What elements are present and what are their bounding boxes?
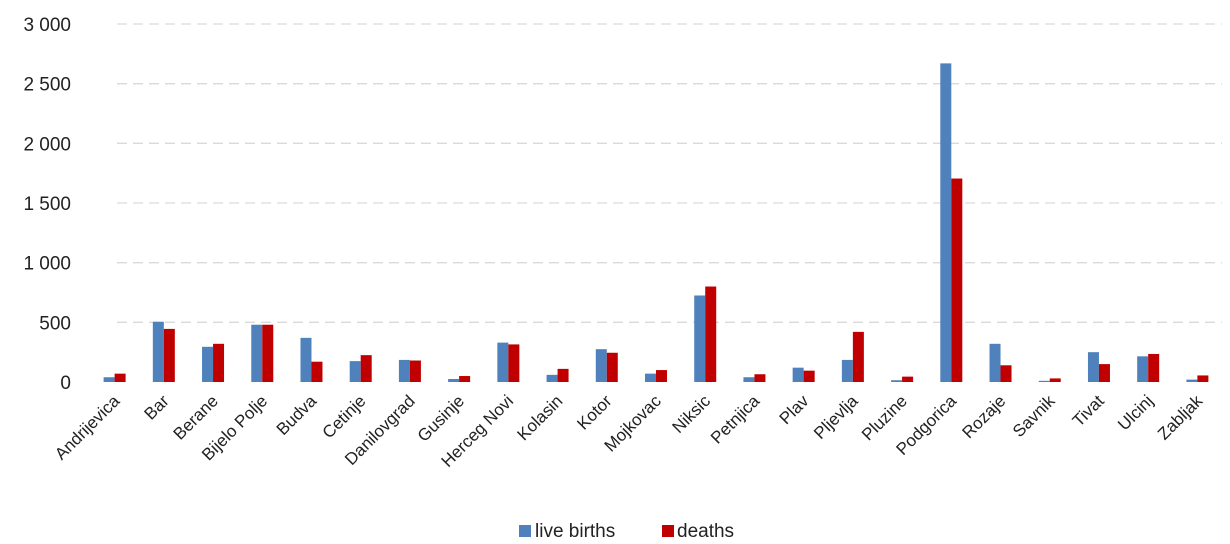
bar-live-births-herceg-novi [497, 342, 509, 382]
bar-deaths-zabljak [1197, 375, 1209, 382]
bar-live-births-kolasin [546, 374, 558, 382]
x-category-label: Bar [141, 391, 173, 423]
bar-live-births-rozaje [989, 343, 1001, 382]
y-tick-label: 1 500 [23, 194, 71, 215]
bar-deaths-bijelo-polje [262, 324, 274, 382]
legend-label-deaths: deaths [677, 521, 734, 542]
y-tick-label: 2 500 [23, 75, 71, 96]
legend: live births deaths [519, 521, 734, 542]
bar-deaths-danilovgrad [409, 360, 421, 382]
y-tick-label: 0 [60, 373, 71, 394]
legend-swatch-deaths [662, 525, 674, 537]
bar-deaths-plav [803, 370, 815, 382]
bar-deaths-gusinje [459, 376, 471, 382]
bar-live-births-bijelo-polje [251, 324, 263, 382]
bar-deaths-berane [213, 343, 225, 382]
x-category-label: Ulcinj [1114, 391, 1157, 434]
x-category-label: Rozaje [958, 391, 1009, 442]
x-category-label: Zabljak [1154, 391, 1207, 444]
x-category-label: Kotor [573, 391, 615, 433]
bar-live-births-bar [152, 321, 164, 382]
x-category-label: Savnik [1009, 391, 1059, 441]
bar-live-births-budva [300, 337, 312, 382]
x-category-label: Tivat [1069, 391, 1108, 430]
x-category-label: Andrijevica [51, 391, 124, 464]
bar-deaths-niksic [705, 286, 717, 382]
bar-deaths-budva [311, 361, 323, 382]
bar-live-births-berane [202, 346, 214, 382]
y-tick-label: 2 000 [23, 134, 71, 155]
bar-deaths-bar [163, 328, 175, 382]
bar-live-births-mojkovac [645, 373, 656, 382]
bar-deaths-herceg-novi [508, 344, 520, 382]
x-category-label: Budva [273, 391, 321, 439]
bar-live-births-podgorica [940, 63, 952, 382]
bar-live-births-savnik [1038, 380, 1050, 382]
bar-deaths-pljevlja [852, 331, 864, 382]
bar-deaths-pluzine [902, 376, 914, 382]
bar-deaths-savnik [1049, 378, 1061, 382]
bar-deaths-podgorica [951, 178, 963, 382]
bar-deaths-mojkovac [656, 370, 667, 382]
bar-live-births-zabljak [1186, 379, 1198, 382]
bar-deaths-cetinje [360, 355, 372, 382]
bar-live-births-danilovgrad [398, 359, 410, 382]
bar-live-births-pluzine [891, 380, 903, 382]
bar-live-births-ulcinj [1137, 356, 1149, 382]
y-tick-label: 3 000 [23, 15, 71, 36]
bar-live-births-cetinje [349, 361, 361, 382]
bar-live-births-tivat [1087, 352, 1099, 382]
legend-label-live-births: live births [535, 521, 615, 542]
x-category-label: Kolasin [514, 391, 567, 444]
bar-live-births-niksic [694, 295, 706, 382]
y-axis-tick-labels: 0 500 1 000 1 500 2 000 2 500 3 000 [23, 15, 71, 394]
bar-live-births-kotor [595, 349, 607, 382]
bar-live-births-plav [792, 367, 804, 382]
bar-deaths-kolasin [557, 368, 569, 382]
bar-deaths-andrijevica [114, 373, 126, 382]
bar-deaths-rozaje [1000, 365, 1012, 382]
bar-series [103, 63, 1209, 382]
bar-live-births-gusinje [448, 379, 460, 382]
x-category-label: Plav [776, 391, 813, 428]
legend-swatch-live-births [519, 525, 531, 537]
x-category-label: Pljevlja [810, 391, 862, 443]
y-tick-label: 1 000 [23, 254, 71, 275]
bar-deaths-kotor [606, 352, 618, 382]
bar-deaths-tivat [1098, 364, 1110, 382]
bar-live-births-andrijevica [103, 377, 115, 382]
bar-live-births-petnjica [743, 377, 755, 382]
bar-deaths-petnjica [754, 374, 766, 382]
y-tick-label: 500 [39, 313, 71, 334]
x-category-label: Petnjica [707, 391, 764, 448]
x-category-label: Niksic [669, 391, 715, 437]
gridlines [117, 23, 1222, 323]
bar-live-births-pljevlja [841, 359, 853, 382]
bar-deaths-ulcinj [1148, 353, 1160, 382]
